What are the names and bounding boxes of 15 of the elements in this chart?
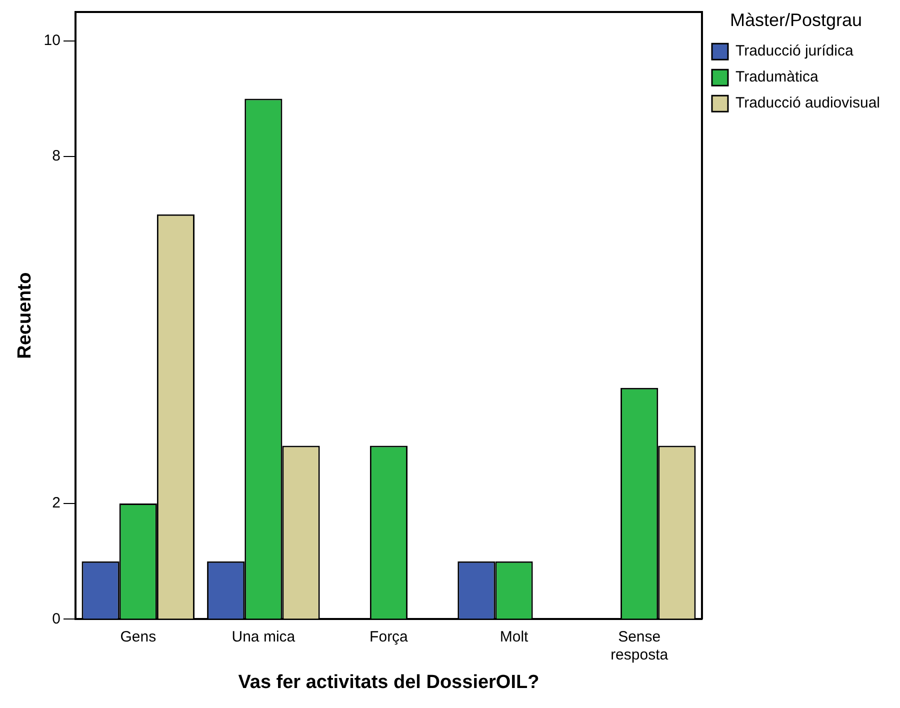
x-tick-label: Molt [500, 628, 530, 646]
legend-label: Traducció audiovisual [735, 94, 880, 112]
legend-label: Tradumàtica [735, 68, 819, 86]
y-tick-label: 8 [52, 148, 60, 165]
legend-title: Màster/Postgrau [730, 10, 862, 30]
y-tick-label: 2 [52, 494, 60, 512]
x-tick-label: Sense resposta [610, 628, 669, 664]
y-tick-label: 0 [52, 610, 60, 628]
legend-label: Traducció jurídica [735, 42, 854, 60]
y-axis-title: Recuento [14, 272, 36, 359]
x-tick-label: Una mica [232, 628, 296, 646]
x-axis-title: Vas fer activitats del DossierOIL? [238, 672, 540, 693]
x-tick-label: Gens [120, 628, 156, 646]
y-tick-label: 10 [44, 32, 60, 50]
x-tick-label: Força [370, 628, 409, 646]
